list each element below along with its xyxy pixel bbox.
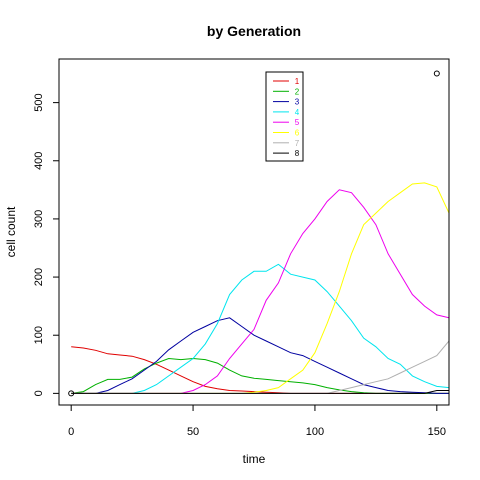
legend: 12 345 678 [265, 71, 304, 162]
legend-label-3: 3 [295, 98, 300, 107]
x-axis: 0 50 100 150 [68, 405, 446, 438]
y-axis-label: cell count [4, 206, 18, 257]
legend-label-6: 6 [295, 129, 300, 138]
legend-label-2: 2 [295, 87, 300, 96]
x-tick-label: 150 [428, 426, 446, 438]
y-tick-label: 100 [33, 326, 45, 344]
series-line-3 [71, 317, 449, 394]
x-axis-label: time [243, 452, 266, 466]
data-point-1 [433, 70, 440, 77]
y-tick-label: 300 [33, 210, 45, 228]
legend-label-1: 1 [295, 77, 300, 86]
plot-lines [71, 182, 449, 394]
plot-frame [58, 58, 450, 406]
data-point-0 [68, 390, 75, 397]
x-tick-label: 50 [187, 426, 199, 438]
y-tick-label: 200 [33, 268, 45, 286]
legend-label-7: 7 [295, 139, 300, 148]
y-tick-label: 0 [33, 390, 45, 396]
legend-label-5: 5 [295, 118, 300, 127]
legend-box [265, 71, 304, 162]
plot-points [68, 70, 440, 397]
series-line-8 [71, 390, 449, 394]
x-tick-label: 100 [306, 426, 324, 438]
y-tick-label: 500 [33, 93, 45, 111]
y-tick-label: 400 [33, 152, 45, 170]
legend-label-8: 8 [295, 149, 300, 158]
x-tick-label: 0 [68, 426, 74, 438]
y-axis: 0 100 200 300 400 500 [33, 93, 59, 396]
legend-label-4: 4 [295, 108, 300, 117]
chart-title: by Generation [207, 23, 301, 39]
